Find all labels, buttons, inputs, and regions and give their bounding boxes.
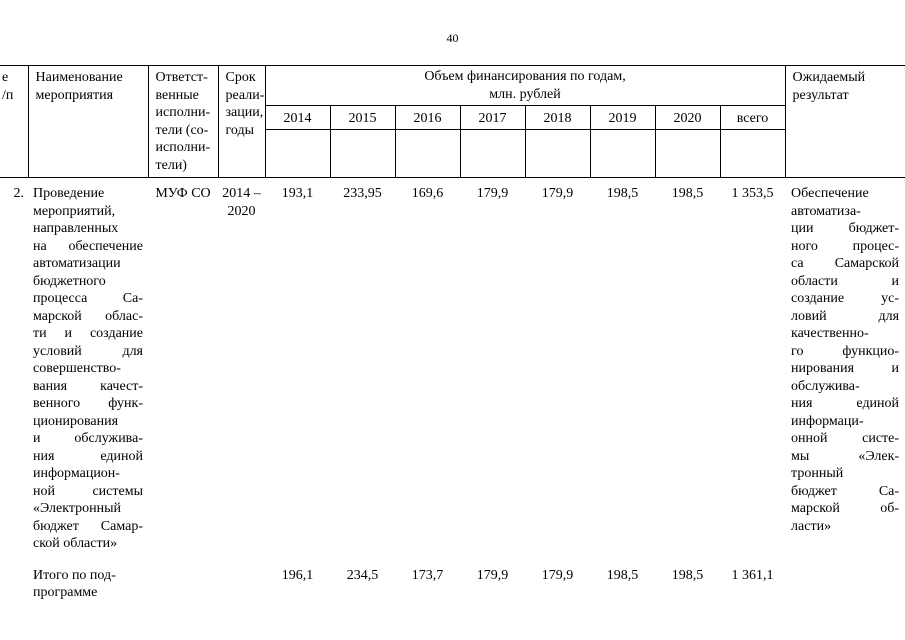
financing-table: е /п Наименование мероприятия Ответст- в… xyxy=(0,65,905,602)
spacer-cell xyxy=(785,553,905,602)
row2-value-2020: 198,5 xyxy=(671,186,704,201)
subtotal-value-2017: 179,9 xyxy=(476,567,509,583)
header-year-2019: 2019 xyxy=(589,105,656,130)
row2-result: Обеспечение автоматиза-ции бюджет-ного пр… xyxy=(791,186,900,534)
subtotal-value-total: 1 361,1 xyxy=(731,567,774,583)
header-col-executors: Ответст- венные исполни- тели (со- испол… xyxy=(147,65,219,178)
header-spacer-cell xyxy=(589,129,656,178)
subtotal-value-2019: 198,5 xyxy=(606,567,639,583)
row2-value-2016: 169,6 xyxy=(411,186,444,201)
header-year-2017: 2017 xyxy=(459,105,526,130)
table-row-2: 2. Проведение мероприятий, направленных на … xyxy=(0,178,905,553)
subtotal-value-2015: 234,5 xyxy=(346,567,379,583)
header-spacer-cell xyxy=(459,129,526,178)
row2-num: 2. xyxy=(13,186,25,201)
subtotal-value-2018: 179,9 xyxy=(541,567,574,583)
header-row-years: 2014 2015 2016 2017 2018 2019 2020 всего xyxy=(0,105,905,130)
spacer-cell xyxy=(148,553,218,602)
header-row-spacer xyxy=(0,129,905,178)
header-year-total: всего xyxy=(719,105,786,130)
row2-value-2014: 193,1 xyxy=(281,186,314,201)
header-spacer-cell xyxy=(524,129,591,178)
subtotal-value-2014: 196,1 xyxy=(281,567,314,583)
spacer-cell xyxy=(218,553,265,602)
header-year-2014: 2014 xyxy=(264,105,331,130)
spacer-cell xyxy=(0,553,28,602)
subtotal-value-2016: 173,7 xyxy=(411,567,444,583)
header-spacer-cell xyxy=(719,129,786,178)
header-year-2020: 2020 xyxy=(654,105,721,130)
header-spacer-cell xyxy=(329,129,396,178)
header-col-result: Ожидаемый результат xyxy=(784,65,905,178)
page-number: 40 xyxy=(446,31,459,45)
header-spacer-cell xyxy=(394,129,461,178)
row2-value-2019: 198,5 xyxy=(606,186,639,201)
header-year-2015: 2015 xyxy=(329,105,396,130)
header-row-1: е /п Наименование мероприятия Ответст- в… xyxy=(0,65,905,178)
row2-value-2015: 233,95 xyxy=(343,186,382,201)
row2-executor: МУФ СО xyxy=(155,186,211,201)
subtotal-label: Итого по под- программе xyxy=(33,567,116,601)
subtotal-value-2020: 198,5 xyxy=(671,567,704,583)
header-year-2016: 2016 xyxy=(394,105,461,130)
header-financing-title: Объем финансирования по годам, млн. рубл… xyxy=(264,65,786,106)
header-year-2018: 2018 xyxy=(524,105,591,130)
subtotal-row: Итого по под- программе 196,1 234,5 173,… xyxy=(0,553,905,602)
header-spacer-cell xyxy=(264,129,331,178)
header-spacer-cell xyxy=(654,129,721,178)
row2-value-2017: 179,9 xyxy=(476,186,509,201)
row2-term: 2014 – 2020 xyxy=(222,186,261,219)
row2-name: Проведение мероприятий, направленных на обе… xyxy=(33,186,143,551)
row2-value-2018: 179,9 xyxy=(541,186,574,201)
header-col-num: е /п xyxy=(0,65,29,178)
row2-value-total: 1 353,5 xyxy=(731,186,774,201)
header-col-name: Наименование мероприятия xyxy=(27,65,149,178)
header-col-term: Срок реали- зации, годы xyxy=(217,65,266,178)
